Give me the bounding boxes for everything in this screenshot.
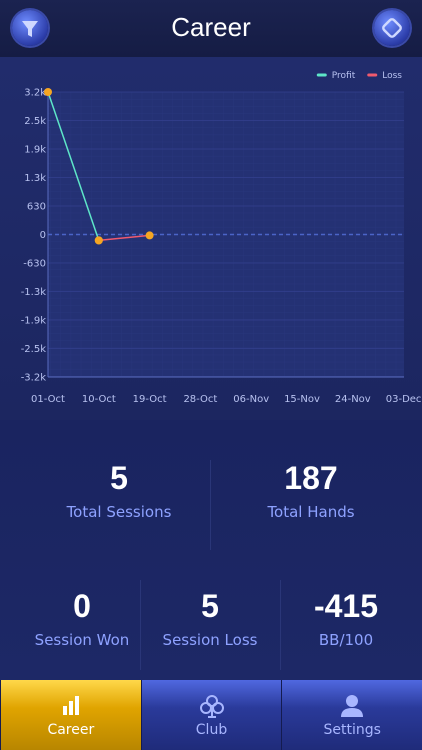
stat-label: Session Won [34,631,130,649]
x-tick-label: 03-Dec [386,394,422,405]
data-point [145,231,154,240]
x-tick-label: 01-Oct [31,394,65,405]
tab-icon [62,696,79,715]
stat-label: BB/100 [318,631,374,649]
x-tick-label: 24-Nov [335,394,371,405]
tab-bar: Career Club Settings [0,680,422,750]
tab-label: Settings [323,722,381,738]
y-tick-label: -1.3k [21,287,47,298]
series-line [98,234,150,242]
share-icon [382,18,402,38]
stat: -415 BB/100 [266,588,422,649]
chart: 3.2k 2.5k 1.9k 1.3k 630 0 -630 -1.3k -1.9k -2.5k -… [0,57,422,420]
tab-icon [199,695,224,718]
stat-value: 5 [110,460,128,496]
data-point [44,88,52,96]
data-point [94,236,103,245]
y-tick-label: 3.2k [24,88,46,99]
stat-label: Total Sessions [66,503,172,521]
x-tick-label: 15-Nov [284,394,320,405]
tab[interactable]: Settings [281,680,422,750]
series-line [47,91,100,241]
x-tick-label: 28-Oct [183,394,217,405]
legend-swatch [367,73,378,77]
divider [140,580,141,670]
tab[interactable]: Career [0,680,141,750]
y-tick-label: 1.3k [24,173,46,184]
stats: 5 Total Sessions 187 Total Hands 0 Session … [0,420,422,680]
tab-icon [341,695,364,717]
stat-value: -415 [313,588,379,624]
stat: 187 Total Hands [231,460,391,521]
filter-icon [22,21,38,37]
x-tick-label: 19-Oct [133,394,167,405]
y-tick-label: -1.9k [21,316,47,327]
share-button[interactable] [374,10,410,46]
legend-swatch [316,73,327,77]
y-tick-label: 0 [40,230,46,241]
y-tick-label: 1.9k [24,145,46,156]
stat: 0 Session Won [2,588,162,649]
stat-value: 187 [284,460,338,496]
filter-button[interactable] [12,10,48,46]
tab-label: Career [47,722,95,738]
x-tick-label: 10-Oct [82,394,116,405]
divider [280,580,281,670]
stat-label: Session Loss [162,631,258,649]
stat-value: 0 [73,588,91,624]
header: Career [0,0,422,57]
stat: 5 Session Loss [130,588,290,649]
divider [210,460,211,550]
stat-value: 5 [201,588,219,624]
stat-label: Total Hands [267,503,355,521]
legend-label: Profit [332,71,356,81]
stat: 5 Total Sessions [39,460,199,521]
tab-label: Club [195,722,228,738]
y-tick-label: -3.2k [21,373,47,384]
y-tick-label: -630 [23,259,46,270]
legend-label: Loss [382,71,402,81]
x-tick-label: 06-Nov [233,394,269,405]
y-tick-label: 2.5k [24,116,46,127]
y-tick-label: -2.5k [21,344,47,355]
y-tick-label: 630 [27,202,46,213]
tab[interactable]: Club [140,680,282,750]
title: Career [171,12,251,42]
